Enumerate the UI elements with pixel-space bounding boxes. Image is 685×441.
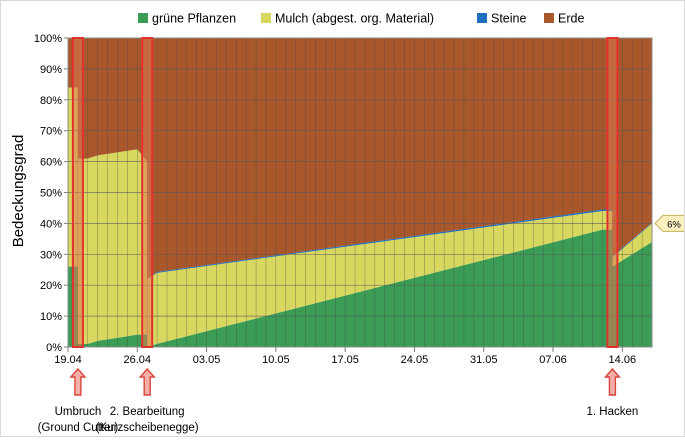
y-tick-label: 90%: [40, 64, 62, 76]
y-tick-label: 70%: [40, 126, 62, 138]
callout-label: 6%: [667, 219, 681, 230]
x-tick-label: 24.05: [401, 354, 429, 366]
area-soil: [68, 38, 652, 280]
x-tick-label: 17.05: [331, 354, 359, 366]
legend-label: Erde: [558, 12, 584, 26]
x-axis: 19.04 26.04 03.05 10.05 17.05 24.05 31.05 07.06…: [54, 347, 636, 366]
y-axis-title: Bedeckungsgrad: [10, 135, 27, 248]
y-tick-label: 30%: [40, 249, 62, 261]
y-tick-label: 20%: [40, 280, 62, 292]
legend-label: Mulch (abgest. org. Material): [275, 12, 434, 26]
y-tick-label: 80%: [40, 95, 62, 107]
x-tick-label: 10.05: [262, 354, 290, 366]
stacked-areas: [68, 38, 652, 347]
x-tick-label: 07.06: [539, 354, 567, 366]
y-tick-label: 100%: [34, 33, 62, 45]
area-green-plants: [68, 229, 652, 347]
legend-swatch: [544, 13, 554, 23]
event-bar: [141, 37, 154, 348]
event-label: 2. Bearbeitung: [110, 406, 185, 418]
x-tick-label: 26.04: [124, 354, 152, 366]
legend-label: Steine: [491, 12, 526, 26]
event-bar: [606, 37, 619, 348]
event-label: 1. Hacken: [587, 406, 639, 418]
x-tick-label: 19.04: [54, 354, 82, 366]
event-arrow-icon: [138, 367, 156, 396]
legend: grüne Pflanzen Mulch (abgest. org. Materi…: [138, 12, 584, 26]
x-tick-label: 14.06: [609, 354, 637, 366]
legend-swatch: [138, 13, 148, 23]
legend-label: grüne Pflanzen: [152, 12, 236, 26]
x-tick-label: 31.05: [470, 354, 498, 366]
event-markers: Umbruch (Ground Cutter) 2. Bearbeitung (Kur…: [38, 37, 639, 434]
legend-swatch: [477, 13, 487, 23]
event-label: (Ground Cutter): [38, 422, 119, 434]
x-tick-label: 03.05: [193, 354, 221, 366]
plot-frame: [67, 37, 653, 348]
event-arrow-icon: [69, 367, 87, 396]
y-tick-label: 40%: [40, 218, 62, 230]
annotations: 6%: [654, 214, 685, 232]
event-arrow-icon: [603, 367, 621, 396]
event-label: (Kurzscheibenegge): [96, 422, 199, 434]
y-tick-label: 0%: [46, 342, 62, 354]
event-label: Umbruch: [55, 406, 102, 418]
y-tick-label: 10%: [40, 311, 62, 323]
horizontal-gridlines: [67, 37, 653, 348]
y-axis: 0% 10% 20% 30% 40% 50% 60% 70% 80% 90% 100%: [34, 33, 68, 354]
area-mulch: [68, 87, 652, 347]
legend-swatch: [261, 13, 271, 23]
callout-arrow-icon: [654, 214, 685, 232]
y-tick-label: 50%: [40, 188, 62, 200]
event-bar: [71, 37, 84, 348]
y-tick-label: 60%: [40, 157, 62, 169]
